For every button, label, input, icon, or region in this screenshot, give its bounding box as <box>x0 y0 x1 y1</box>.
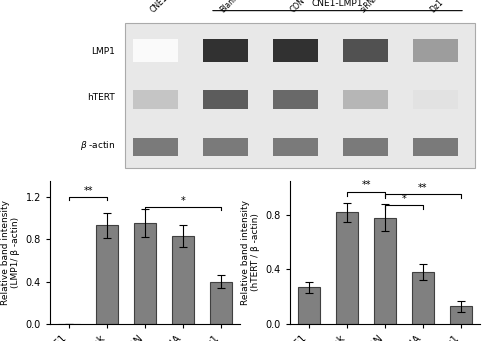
Text: *: * <box>180 196 186 206</box>
Bar <box>202 39 248 62</box>
Text: siRNA: siRNA <box>358 0 381 14</box>
Bar <box>412 138 458 156</box>
Text: LMP1: LMP1 <box>91 47 115 56</box>
Bar <box>272 90 318 109</box>
Text: CNE1: CNE1 <box>148 0 170 14</box>
Bar <box>132 138 178 156</box>
Bar <box>272 138 318 156</box>
Bar <box>132 90 178 109</box>
Bar <box>412 90 458 109</box>
Text: $\beta$ -actin: $\beta$ -actin <box>80 139 115 152</box>
Bar <box>134 223 156 324</box>
Bar <box>272 39 318 62</box>
Bar <box>210 282 233 324</box>
Text: *: * <box>402 194 406 204</box>
Text: Blank: Blank <box>218 0 240 14</box>
Bar <box>202 138 248 156</box>
Bar <box>125 23 475 168</box>
Text: **: ** <box>361 180 371 190</box>
Bar <box>450 306 472 324</box>
Bar <box>132 39 178 62</box>
Bar <box>342 90 388 109</box>
Bar <box>412 39 458 62</box>
Text: hTERT: hTERT <box>87 93 115 102</box>
Text: Dz1: Dz1 <box>428 0 446 14</box>
Bar <box>412 272 434 324</box>
Bar <box>342 39 388 62</box>
Text: CON: CON <box>288 0 307 14</box>
Bar <box>298 287 320 324</box>
Bar <box>374 218 396 324</box>
Text: **: ** <box>418 183 428 193</box>
Y-axis label: Relative band intensity
(hTERT / β -actin): Relative band intensity (hTERT / β -acti… <box>241 200 260 305</box>
Text: **: ** <box>83 186 93 196</box>
Bar <box>172 236 194 324</box>
Text: CNE1-LMP1: CNE1-LMP1 <box>312 0 363 8</box>
Bar <box>202 90 248 109</box>
Bar <box>336 212 358 324</box>
Y-axis label: Relative band intensity
(LMP1/ β -actin): Relative band intensity (LMP1/ β -actin) <box>0 200 20 305</box>
Bar <box>96 225 118 324</box>
Bar <box>342 138 388 156</box>
